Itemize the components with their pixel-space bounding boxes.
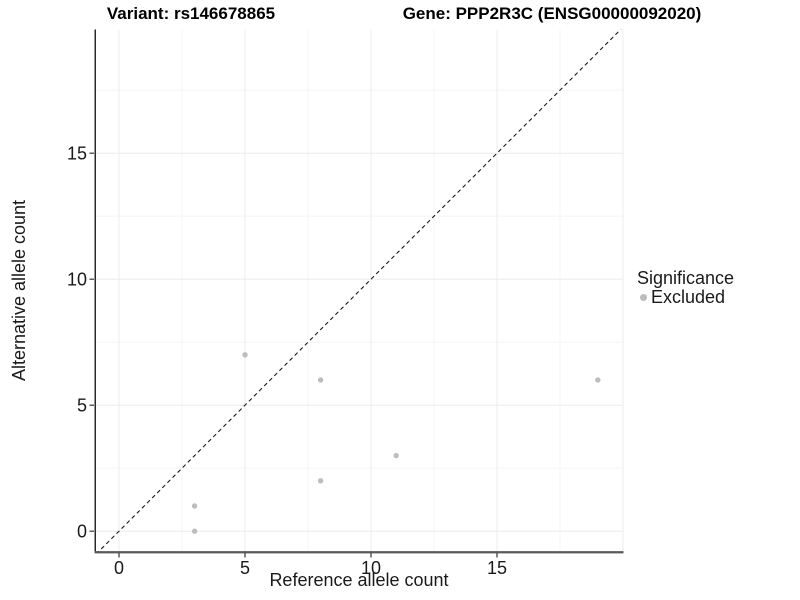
y-tick-label: 15 bbox=[67, 144, 87, 164]
y-tick-label: 10 bbox=[67, 270, 87, 290]
y-tick-label: 0 bbox=[77, 522, 87, 542]
y-axis-label: Alternative allele count bbox=[9, 199, 30, 382]
data-point bbox=[191, 503, 198, 509]
legend-item-label: Excluded bbox=[651, 287, 726, 307]
data-point bbox=[393, 452, 399, 459]
data-point bbox=[191, 528, 198, 534]
data-point bbox=[242, 352, 248, 358]
y-tick-label: 5 bbox=[77, 396, 87, 416]
variant-title: Variant: rs146678865 bbox=[106, 4, 276, 23]
x-tick-label: 15 bbox=[487, 558, 507, 578]
data-point bbox=[317, 478, 324, 484]
data-point bbox=[317, 377, 324, 383]
data-point bbox=[595, 377, 601, 383]
legend-item-excluded: Excluded bbox=[640, 288, 734, 306]
legend-point-icon bbox=[640, 293, 647, 301]
y-axis-label-box: Alternative allele count bbox=[2, 30, 38, 551]
x-tick-label: 10 bbox=[361, 558, 381, 578]
x-tick-label: 5 bbox=[240, 558, 250, 578]
x-axis-label: Reference allele count bbox=[269, 570, 449, 590]
gene-title: Gene: PPP2R3C (ENSG00000092020) bbox=[402, 4, 702, 23]
legend: Significance Excluded bbox=[637, 268, 735, 307]
x-tick-label: 0 bbox=[114, 558, 124, 578]
legend-title: Significance bbox=[637, 268, 735, 288]
identity-line bbox=[97, 29, 622, 552]
